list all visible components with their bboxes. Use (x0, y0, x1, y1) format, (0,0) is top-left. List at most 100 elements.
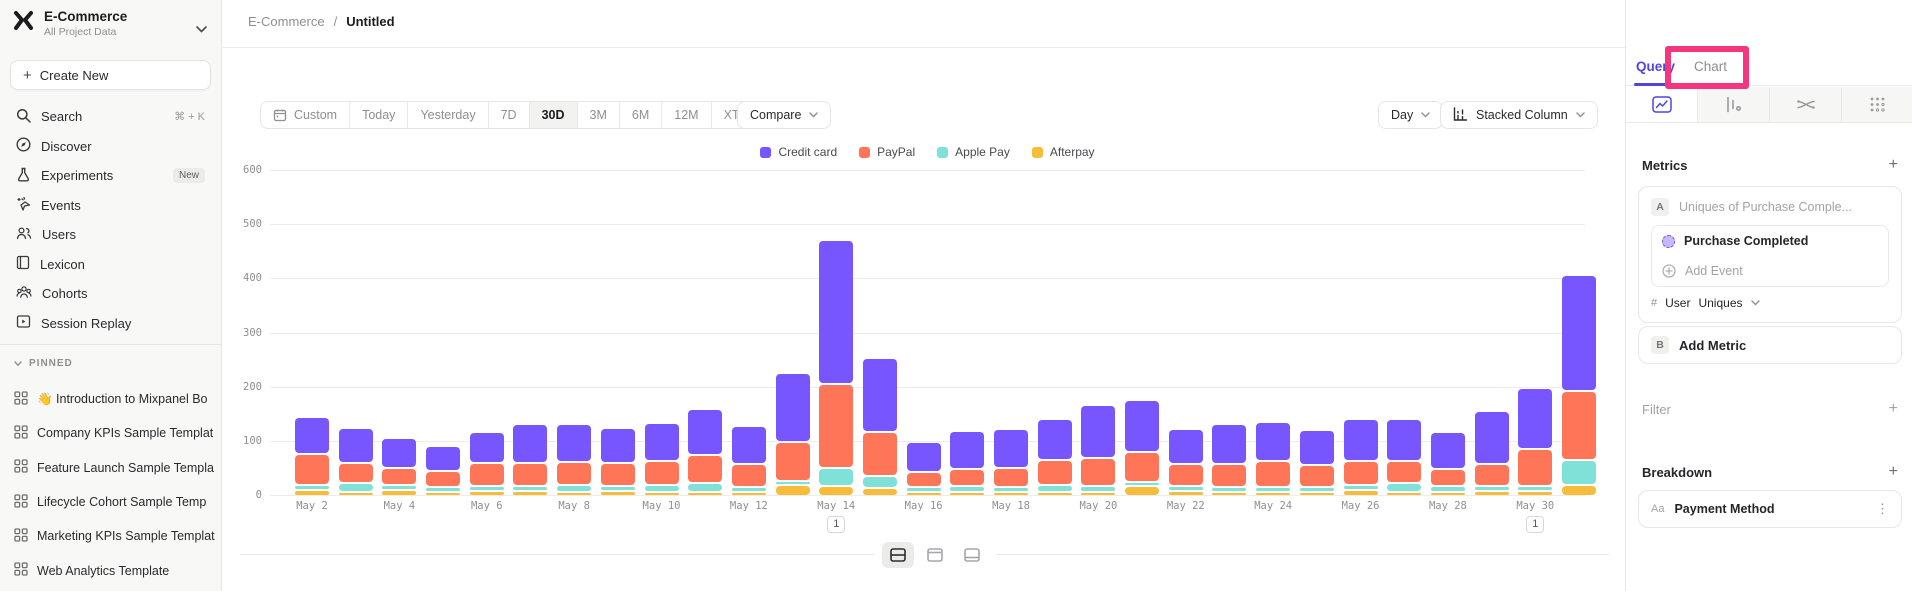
chart-annotation-marker[interactable]: 1 (827, 516, 846, 533)
bar-segment-paypal[interactable] (1212, 465, 1247, 486)
insights-report-icon[interactable] (1626, 87, 1698, 122)
bar-segment-credit-card[interactable] (1081, 405, 1116, 457)
bar-segment-credit-card[interactable] (426, 446, 461, 470)
flows-report-icon[interactable] (1770, 87, 1842, 122)
pinned-board-item[interactable]: 👋 Introduction to Mixpanel Bo (8, 382, 221, 416)
layout-bottom-panel-button[interactable] (956, 542, 988, 568)
sidebar-item-experiments[interactable]: Experiments New (8, 161, 213, 191)
chart-annotation-marker[interactable]: 1 (1526, 516, 1545, 533)
bar-segment-credit-card[interactable] (1168, 429, 1203, 464)
bar-segment-afterpay[interactable] (688, 492, 723, 495)
bar-segment-afterpay[interactable] (1343, 490, 1378, 495)
range-button-7d[interactable]: 7D (489, 102, 530, 128)
layout-split-horizontal-button[interactable] (882, 542, 914, 568)
range-button-30d[interactable]: 30D (529, 102, 578, 128)
bar-segment-credit-card[interactable] (1474, 412, 1509, 464)
bar-segment-apple-pay[interactable] (1081, 487, 1116, 491)
bar-segment-apple-pay[interactable] (950, 487, 985, 491)
bar-segment-apple-pay[interactable] (819, 469, 854, 486)
bar-segment-afterpay[interactable] (600, 491, 635, 495)
bar-segment-apple-pay[interactable] (557, 486, 592, 491)
bar-segment-afterpay[interactable] (906, 492, 941, 495)
bar-segment-paypal[interactable] (426, 471, 461, 486)
selected-event-row[interactable]: Purchase Completed (1652, 226, 1888, 256)
bar-segment-credit-card[interactable] (557, 424, 592, 462)
bar-segment-afterpay[interactable] (731, 492, 766, 495)
bar-segment-apple-pay[interactable] (1474, 487, 1509, 490)
bar-segment-paypal[interactable] (906, 472, 941, 486)
bar-segment-credit-card[interactable] (1212, 424, 1247, 464)
bar-segment-afterpay[interactable] (1125, 487, 1160, 495)
bar-segment-paypal[interactable] (775, 442, 810, 480)
sidebar-item-discover[interactable]: Discover (8, 132, 213, 162)
funnels-report-icon[interactable] (1698, 87, 1770, 122)
bar-segment-paypal[interactable] (1256, 462, 1291, 486)
bar-segment-credit-card[interactable] (600, 429, 635, 463)
pinned-section-toggle[interactable]: PINNED (14, 358, 73, 369)
bar-segment-credit-card[interactable] (1343, 420, 1378, 460)
breadcrumb-project[interactable]: E-Commerce (248, 14, 325, 29)
bar-segment-paypal[interactable] (1168, 465, 1203, 486)
range-button-12m[interactable]: 12M (662, 102, 712, 128)
tab-query[interactable]: Query (1636, 59, 1676, 74)
granularity-dropdown[interactable]: Day (1378, 101, 1444, 129)
bar-segment-apple-pay[interactable] (295, 486, 329, 489)
bar-segment-apple-pay[interactable] (338, 484, 373, 491)
range-button-custom[interactable]: Custom (261, 102, 351, 128)
bar-segment-credit-card[interactable] (1387, 419, 1422, 460)
bar-segment-paypal[interactable] (1474, 465, 1509, 486)
bar-segment-credit-card[interactable] (469, 432, 504, 463)
bar-segment-credit-card[interactable] (1562, 276, 1596, 391)
legend-item-afterpay[interactable]: Afterpay (1031, 145, 1095, 159)
bar-segment-paypal[interactable] (1518, 450, 1553, 486)
bar-segment-paypal[interactable] (600, 464, 635, 486)
bar-segment-afterpay[interactable] (994, 492, 1029, 495)
bar-segment-credit-card[interactable] (731, 427, 766, 464)
bar-segment-paypal[interactable] (1037, 460, 1072, 484)
add-metric-plus-button[interactable]: + (1888, 156, 1898, 173)
bar-segment-afterpay[interactable] (1168, 491, 1203, 495)
bar-segment-apple-pay[interactable] (1299, 488, 1334, 491)
bar-segment-apple-pay[interactable] (1430, 487, 1465, 491)
bar-segment-afterpay[interactable] (1256, 492, 1291, 495)
bar-segment-afterpay[interactable] (426, 492, 461, 495)
bar-segment-apple-pay[interactable] (1562, 461, 1596, 484)
range-button-6m[interactable]: 6M (620, 102, 663, 128)
bar-segment-paypal[interactable] (1343, 461, 1378, 484)
pinned-board-item[interactable]: Feature Launch Sample Templa (8, 451, 221, 485)
add-filter-plus-button[interactable]: + (1888, 400, 1898, 417)
project-name[interactable]: E-Commerce (44, 9, 128, 24)
add-event-row[interactable]: Add Event (1652, 256, 1888, 286)
pinned-board-item[interactable]: Lifecycle Cohort Sample Temp (8, 485, 221, 519)
bar-segment-apple-pay[interactable] (1037, 486, 1072, 491)
breadcrumb-page-title[interactable]: Untitled (346, 14, 395, 29)
bar-segment-afterpay[interactable] (469, 491, 504, 495)
bar-segment-afterpay[interactable] (1037, 492, 1072, 495)
bar-segment-apple-pay[interactable] (688, 484, 723, 491)
bar-segment-apple-pay[interactable] (644, 486, 679, 491)
bar-segment-afterpay[interactable] (1081, 492, 1116, 495)
pinned-board-item[interactable]: Company KPIs Sample Templat (8, 416, 221, 450)
bar-segment-apple-pay[interactable] (426, 488, 461, 491)
breakdown-item-card[interactable]: Aa Payment Method ⋮ (1638, 490, 1902, 528)
bar-segment-paypal[interactable] (1081, 458, 1116, 486)
bar-segment-afterpay[interactable] (513, 491, 548, 495)
bar-segment-paypal[interactable] (469, 464, 504, 486)
bar-segment-credit-card[interactable] (775, 373, 810, 441)
bar-segment-apple-pay[interactable] (382, 486, 417, 489)
bar-segment-credit-card[interactable] (295, 417, 329, 453)
bar-segment-paypal[interactable] (644, 462, 679, 484)
bar-segment-afterpay[interactable] (295, 490, 329, 495)
bar-segment-paypal[interactable] (338, 463, 373, 483)
bar-segment-afterpay[interactable] (862, 488, 897, 495)
pinned-board-item[interactable]: Marketing KPIs Sample Templat (8, 519, 221, 553)
bar-segment-credit-card[interactable] (513, 425, 548, 463)
bar-segment-credit-card[interactable] (862, 358, 897, 431)
range-button-yesterday[interactable]: Yesterday (408, 102, 489, 128)
bar-segment-paypal[interactable] (295, 454, 329, 484)
bar-segment-apple-pay[interactable] (1256, 488, 1291, 491)
bar-segment-afterpay[interactable] (1299, 492, 1334, 495)
sidebar-item-lexicon[interactable]: Lexicon (8, 250, 213, 280)
bar-segment-paypal[interactable] (1125, 452, 1160, 481)
create-new-button[interactable]: + Create New (10, 60, 211, 90)
